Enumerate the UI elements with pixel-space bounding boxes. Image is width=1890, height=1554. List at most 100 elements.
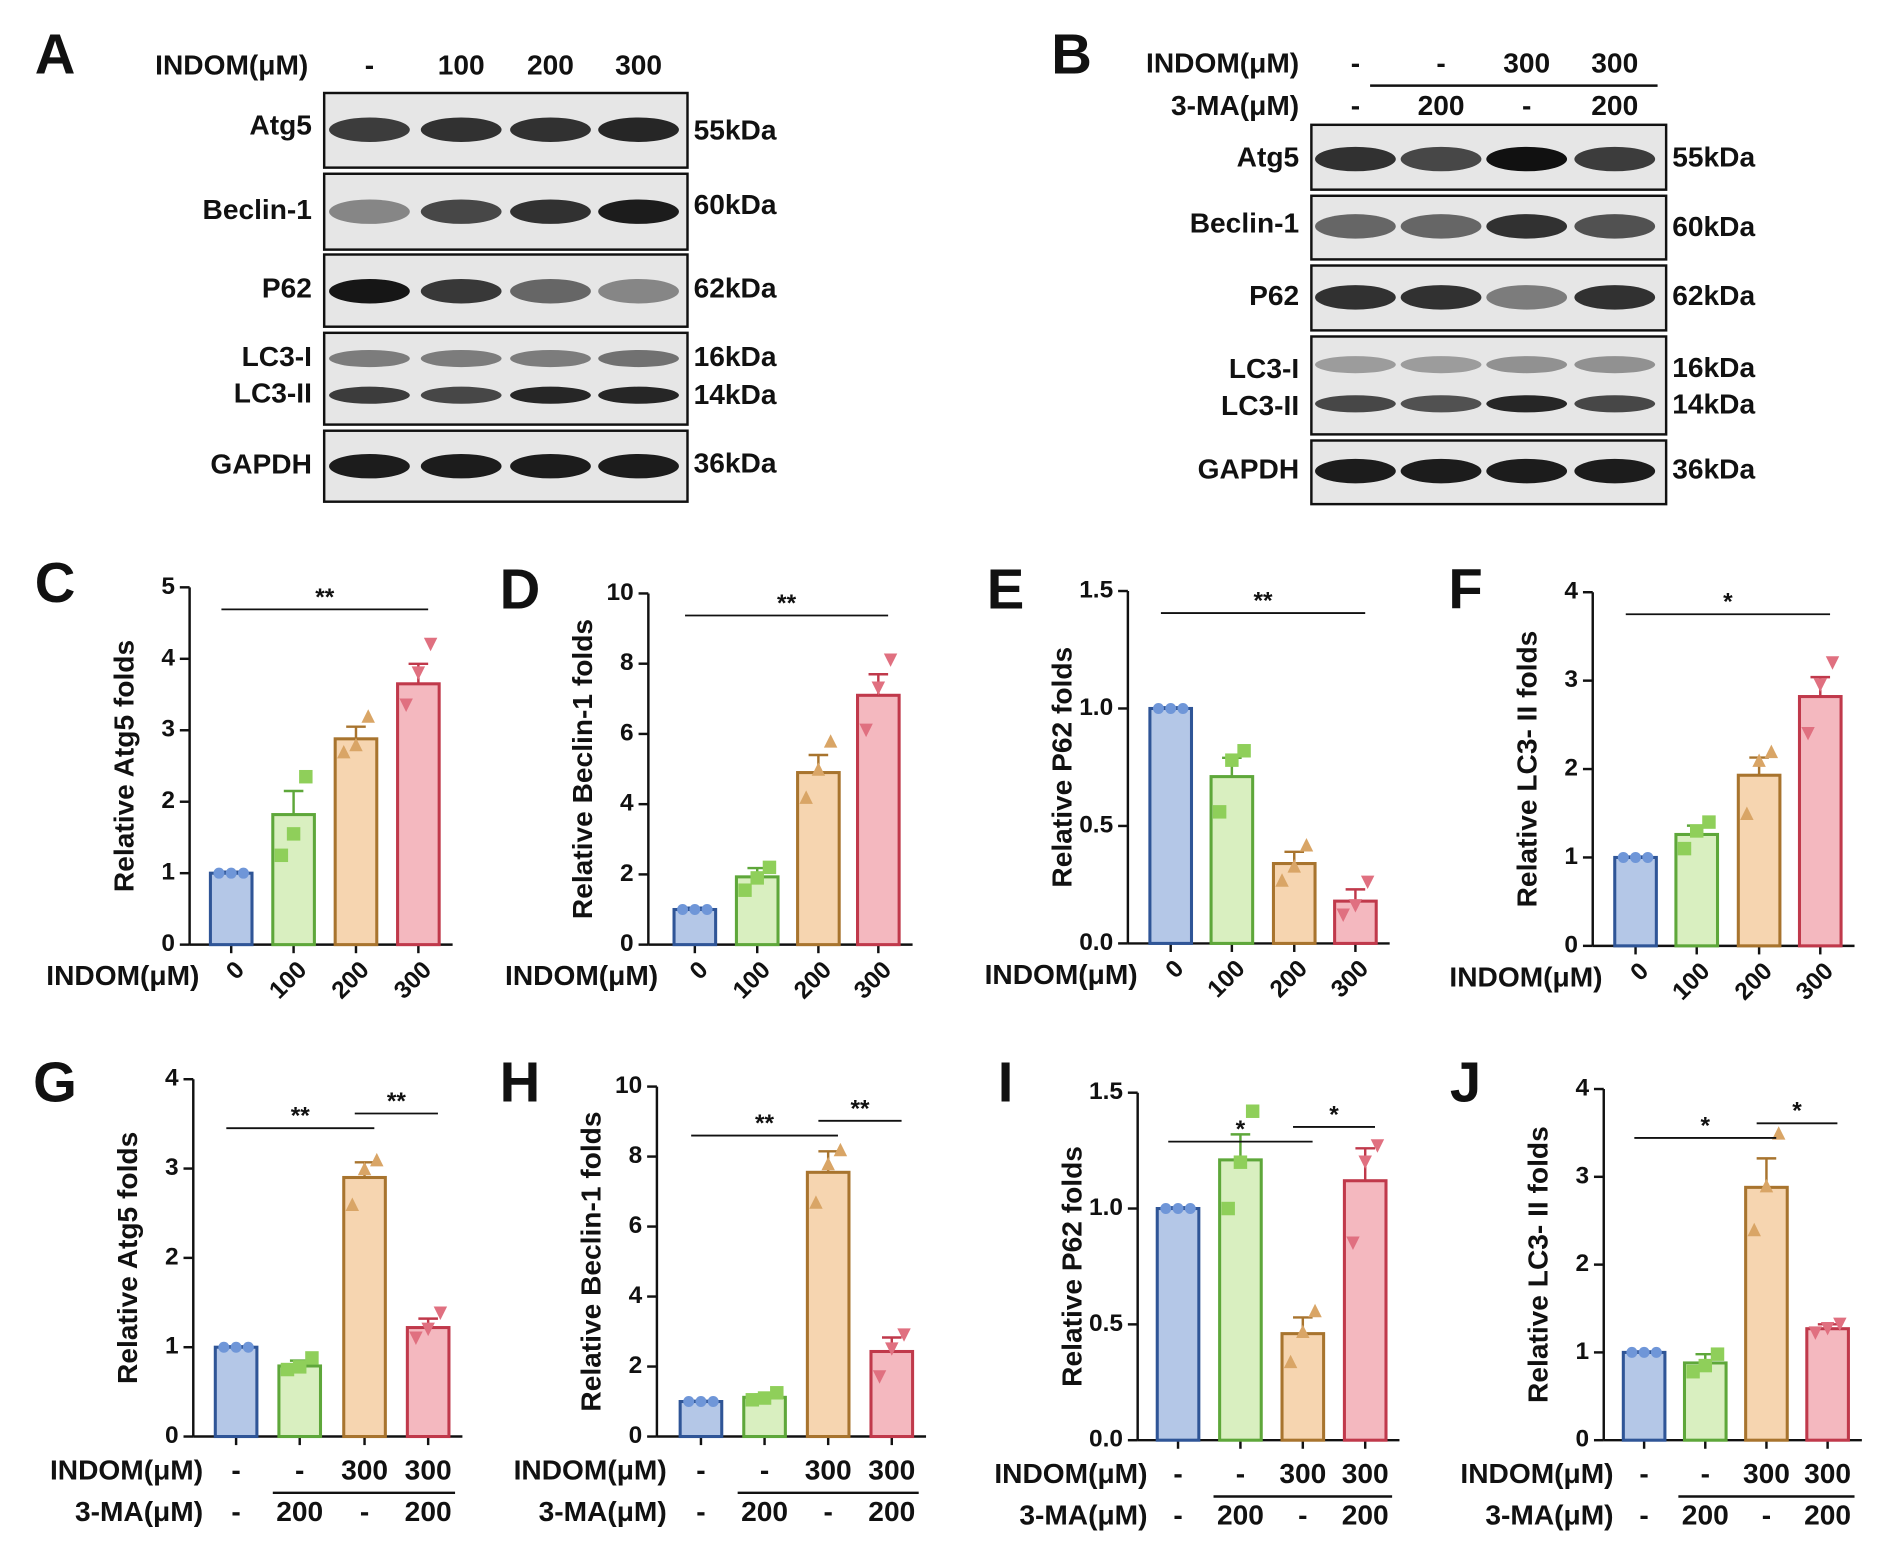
data-point (811, 762, 826, 776)
y-tick-label: 0 (620, 930, 634, 957)
x-row-value: - (231, 1454, 240, 1485)
data-point (1752, 753, 1766, 767)
band (510, 117, 591, 142)
panel-letter: B (1051, 23, 1092, 86)
bar (208, 871, 254, 947)
bar (1744, 1185, 1789, 1442)
lane-label: - (1522, 90, 1531, 121)
lane-label: 200 (1591, 90, 1638, 121)
data-point (1740, 806, 1754, 820)
data-point (411, 666, 426, 680)
data-point (823, 734, 838, 748)
bar (1342, 1179, 1388, 1442)
x-tick-label: 300 (1791, 958, 1839, 1006)
protein-label: Atg5 (249, 110, 311, 141)
data-point (1771, 1126, 1786, 1140)
y-tick-label: 1 (1564, 843, 1578, 870)
data-point (821, 1156, 835, 1171)
error-bar (283, 789, 304, 815)
band (1574, 285, 1656, 310)
y-tick-label: 10 (606, 579, 633, 606)
lane-label: 300 (1591, 47, 1638, 78)
band (1400, 395, 1482, 413)
data-point (871, 681, 886, 696)
band (1315, 214, 1396, 239)
data-point (218, 1341, 230, 1353)
panel-letter: H (500, 1050, 541, 1113)
panel-letter: E (987, 557, 1025, 620)
y-tick-label: 4 (1564, 578, 1578, 605)
data-point (1759, 1178, 1774, 1193)
y-tick-label: 3 (161, 716, 175, 743)
bar (678, 1400, 724, 1439)
data-point (1348, 899, 1363, 913)
y-tick-label: 8 (629, 1142, 643, 1169)
size-label: 16kDa (694, 341, 777, 372)
data-point (885, 1342, 899, 1356)
data-point (1360, 875, 1375, 890)
x-axis-label: INDOM(μM) (46, 960, 199, 991)
y-tick-label: 4 (1575, 1074, 1589, 1101)
band (1574, 395, 1656, 413)
data-point (883, 653, 898, 667)
data-point (1626, 1346, 1638, 1358)
x-row-value: 300 (1279, 1458, 1326, 1489)
band (1486, 214, 1568, 239)
panel-letter: D (500, 557, 541, 620)
data-point (1710, 1347, 1725, 1361)
significance-label: * (1236, 1116, 1246, 1143)
band (1400, 146, 1482, 172)
band (420, 453, 502, 479)
y-tick-label: 5 (161, 573, 175, 600)
bar (1271, 862, 1317, 945)
data-point (370, 1152, 384, 1167)
data-point (677, 904, 689, 916)
x-row-value: - (1639, 1458, 1648, 1489)
x-row-value: - (295, 1454, 304, 1485)
bar (869, 1349, 915, 1439)
y-tick-label: 6 (629, 1212, 643, 1239)
protein-label: LC3-I (242, 341, 312, 372)
bar (1805, 1327, 1850, 1442)
x-row-value: - (1236, 1458, 1245, 1489)
x-row-value: 200 (868, 1496, 915, 1527)
y-tick-label: 0 (161, 930, 175, 957)
x-row-value: - (1639, 1500, 1648, 1531)
data-point (1813, 678, 1827, 692)
data-point (689, 904, 701, 916)
data-point (433, 1306, 448, 1320)
y-tick-label: 2 (165, 1243, 179, 1270)
data-point (833, 1142, 848, 1157)
data-point (421, 1322, 435, 1337)
lane-label: 300 (1503, 47, 1550, 78)
y-tick-label: 1.0 (1089, 1194, 1123, 1221)
lane-label: 300 (615, 50, 662, 81)
data-point (225, 867, 237, 879)
data-point (1225, 753, 1239, 767)
protein-label: LC3-I (1229, 353, 1299, 384)
y-tick-label: 0 (629, 1422, 643, 1449)
data-point (1650, 1346, 1662, 1358)
data-point (1698, 1358, 1713, 1373)
error-bar (346, 725, 366, 739)
data-point (1808, 1326, 1823, 1340)
band (598, 349, 679, 368)
size-label: 62kDa (1672, 280, 1755, 311)
data-point (1820, 1321, 1835, 1336)
data-point (1336, 908, 1350, 922)
protein-label: Atg5 (1237, 142, 1299, 173)
protein-label: LC3-II (1221, 390, 1299, 421)
size-label: 14kDa (694, 379, 777, 410)
protein-label: LC3-II (234, 378, 312, 409)
significance-label: ** (315, 584, 335, 611)
data-point (1308, 1303, 1322, 1318)
x-tick-label: 200 (327, 956, 375, 1004)
band (1574, 458, 1656, 484)
data-point (286, 827, 301, 841)
size-label: 62kDa (694, 272, 777, 303)
data-point (1825, 656, 1840, 670)
y-tick-label: 2 (161, 787, 175, 814)
significance-label: * (1329, 1101, 1339, 1128)
band (329, 278, 410, 304)
header-label: 3-MA(μM) (1171, 90, 1299, 121)
